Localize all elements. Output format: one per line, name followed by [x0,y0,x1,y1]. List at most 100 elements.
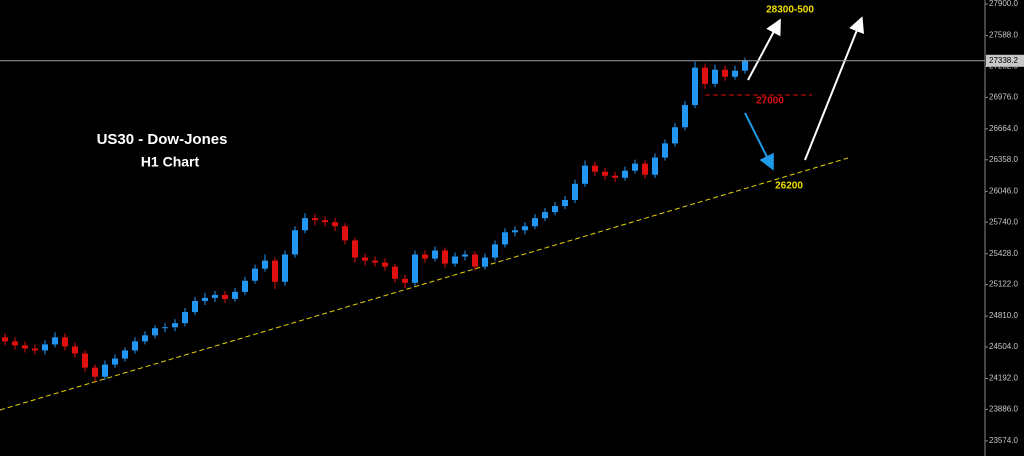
y-tick-label: 23886.0 [989,405,1018,414]
candle-body [162,327,168,329]
candle-body [452,256,458,264]
candle-body [682,105,688,128]
y-tick-label: 23574.0 [989,436,1018,445]
candle-body [342,226,348,241]
candle-body [582,165,588,184]
candle-body [372,260,378,263]
y-tick-label: 27588.0 [989,31,1018,40]
y-tick-label: 25428.0 [989,249,1018,258]
candle-body [2,337,8,342]
candle-body [322,220,328,223]
candle-body [532,218,538,227]
y-tick-label: 25740.0 [989,217,1018,226]
candle-body [422,254,428,259]
candle-body [432,250,438,259]
candle-body [182,312,188,324]
candle-body [572,183,578,200]
candle-body [522,226,528,231]
trend-line [0,157,849,411]
candle-body [302,218,308,231]
candle-body [292,230,298,255]
current-price-box [986,54,1024,67]
candle-body [212,294,218,298]
candle-body [482,257,488,267]
candle-body [232,291,238,299]
arrow [804,16,864,161]
arrow [744,112,774,171]
candle-body [172,323,178,328]
candle-body [252,268,258,281]
candle-body [312,218,318,221]
candle-body [562,199,568,207]
candle-body [632,163,638,171]
candle-body [622,170,628,178]
y-tick-label: 26358.0 [989,155,1018,164]
candle-body [742,60,748,71]
candle-body [652,157,658,175]
candle-body [202,297,208,301]
candle-body [722,69,728,77]
candle-body [672,127,678,144]
candle-body [122,350,128,359]
y-tick-label: 26664.0 [989,124,1018,133]
candle-body [502,232,508,245]
candle-body [362,257,368,261]
candle-body [42,344,48,351]
candle-body [332,222,338,227]
candle-body [152,328,158,336]
candle-body [32,348,38,351]
plot [2,57,748,382]
candle-body [662,143,668,158]
candle-body [442,250,448,264]
candle-body [392,266,398,279]
candle-body [462,254,468,257]
candle-body [102,364,108,377]
candle-body [92,367,98,377]
candle-body [352,240,358,258]
candle-body [472,254,478,267]
candle-body [602,171,608,176]
candle-body [642,163,648,175]
arrow [747,18,781,81]
candle-body [412,254,418,283]
candle-body [402,278,408,283]
candle-body [52,337,58,345]
candle-body [82,353,88,368]
annotation-target: 28300-500 [766,5,814,16]
candle-body [382,262,388,267]
candle-body [132,341,138,351]
candle-body [512,230,518,233]
candle-body [702,67,708,84]
candle-body [142,335,148,342]
candle-body [22,345,28,349]
y-tick-label: 27900.0 [989,0,1018,8]
candle-body [242,280,248,292]
candle-body [282,254,288,282]
candle-body [712,69,718,84]
y-tick-label: 26046.0 [989,186,1018,195]
candle-body [542,212,548,219]
candle-body [62,337,68,347]
y-tick-label: 24810.0 [989,311,1018,320]
candle-body [492,244,498,258]
annotation-support: 26200 [775,181,803,192]
candle-body [692,67,698,106]
y-tick-label: 25122.0 [989,280,1018,289]
annotation-title: US30 - Dow-Jones [97,131,228,148]
y-tick-label: 24192.0 [989,374,1018,383]
candle-body [732,70,738,77]
annotation-resistance: 27000 [756,96,784,107]
current-price-label: 27338.2 [989,56,1018,65]
candle-body [222,294,228,299]
y-tick-label: 26976.0 [989,92,1018,101]
candle-body [612,175,618,178]
candle-body [262,260,268,269]
candle-body [192,300,198,313]
candle-body [72,346,78,354]
y-tick-label: 24504.0 [989,342,1018,351]
candle-body [552,206,558,213]
candle-body [592,165,598,172]
candle-body [112,358,118,365]
